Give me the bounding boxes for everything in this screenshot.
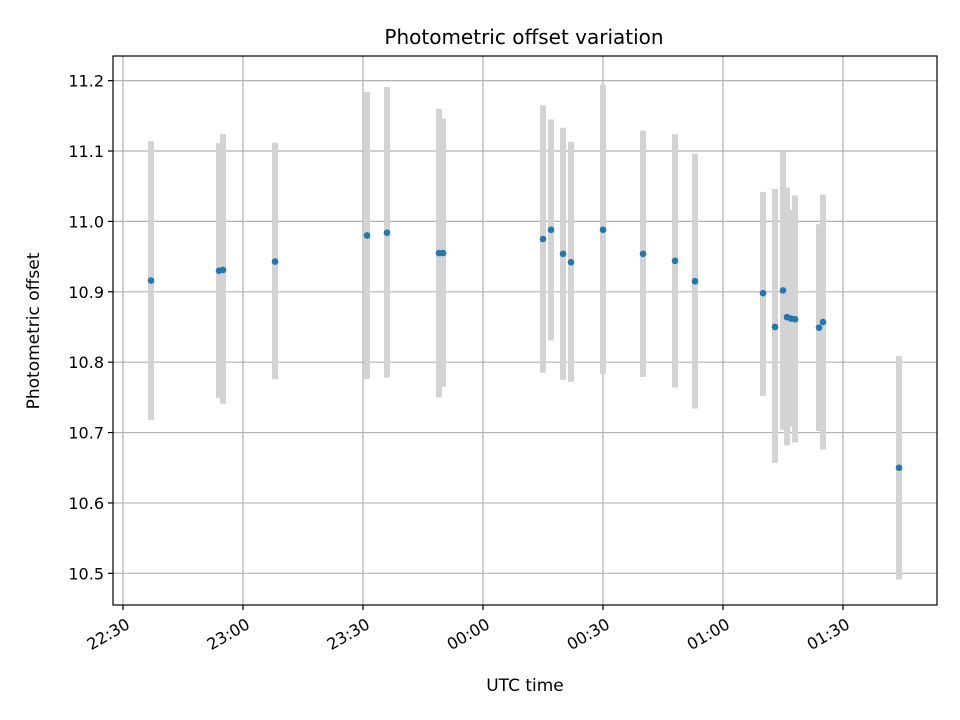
data-point	[895, 464, 903, 472]
y-tick-label: 10.7	[68, 424, 104, 443]
y-tick-label: 11.0	[68, 212, 104, 231]
data-point	[383, 229, 391, 236]
data-point	[639, 250, 647, 258]
data-point	[271, 258, 279, 265]
data-point	[219, 266, 227, 274]
data-point	[439, 249, 447, 257]
data-point	[671, 257, 679, 265]
data-point	[815, 324, 823, 331]
chart-title: Photometric offset variation	[384, 25, 663, 49]
x-axis-title: UTC time	[486, 676, 564, 696]
data-point	[771, 323, 779, 331]
y-tick-label: 11.1	[68, 142, 104, 161]
data-point	[547, 226, 555, 234]
data-point	[363, 232, 371, 239]
data-points	[147, 226, 903, 472]
data-point	[819, 318, 827, 326]
y-tick-label: 10.6	[68, 494, 104, 513]
y-axis-title: Photometric offset	[24, 252, 44, 409]
data-point	[559, 250, 567, 258]
grid	[113, 56, 937, 605]
plot-frame	[112, 55, 938, 606]
y-tick-label: 11.2	[68, 72, 104, 91]
data-point	[691, 277, 699, 285]
data-point	[779, 287, 787, 294]
data-point	[791, 315, 799, 323]
data-point	[567, 258, 575, 266]
data-point	[539, 235, 547, 243]
y-tick-label: 10.5	[68, 564, 104, 583]
data-point	[759, 289, 767, 297]
y-tick-label: 10.9	[68, 283, 104, 302]
data-point	[147, 277, 155, 284]
data-point	[599, 226, 607, 234]
y-tick-label: 10.8	[68, 353, 104, 372]
y-axis: 10.5 10.6 10.7 10.8 10.9 11.0 11.1 11.2	[68, 72, 113, 583]
